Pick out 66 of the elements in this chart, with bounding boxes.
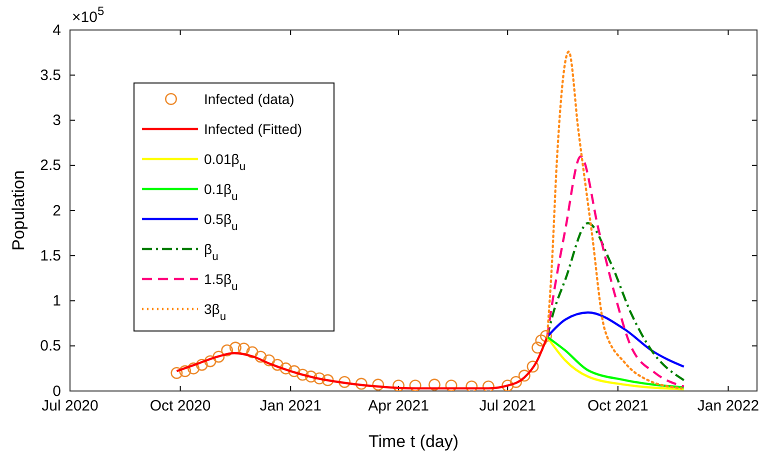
x-tick-label: Jul 2020	[42, 398, 98, 415]
point	[338, 376, 351, 388]
legend-label: 0.5β$_{u}$	[204, 211, 238, 233]
point	[526, 360, 539, 373]
x-tick-label: Jul 2021	[479, 398, 536, 415]
line-series	[546, 311, 685, 368]
line-series	[546, 155, 685, 388]
point	[510, 376, 522, 388]
line-series	[176, 336, 548, 390]
point	[304, 370, 317, 383]
x-tick-label: Jan 2021	[260, 398, 322, 415]
x-tick-label: Apr 2021	[368, 398, 429, 415]
point	[187, 362, 200, 374]
point	[196, 358, 208, 371]
y-tick-label: 1.5	[40, 247, 61, 264]
point	[445, 380, 458, 391]
legend-label: 3β$_{u}$	[204, 301, 226, 323]
legend-label: 0.01β$_{u}$	[204, 151, 246, 173]
x-tick-label: Oct 2021	[587, 398, 648, 415]
y-axis-title: Population	[9, 170, 28, 251]
legend-label: β$_{u}$	[204, 241, 218, 263]
point	[221, 344, 234, 356]
point	[428, 378, 440, 391]
point	[482, 380, 494, 391]
legend-label: 1.5β$_{u}$	[204, 271, 238, 293]
point	[280, 362, 292, 374]
point	[466, 380, 478, 391]
legend-label: Infected (Fitted)	[204, 121, 302, 137]
point	[313, 372, 326, 384]
point	[212, 350, 225, 363]
point	[179, 365, 192, 378]
point	[246, 346, 258, 358]
point	[372, 378, 384, 391]
point	[170, 366, 183, 379]
point	[263, 354, 276, 366]
x-axis-title: Time t (day)	[368, 432, 459, 451]
point	[322, 374, 334, 386]
y-tick-label: 3	[52, 112, 61, 130]
point	[238, 342, 250, 355]
y-tick-label: 2.5	[40, 157, 61, 174]
point	[229, 342, 242, 354]
point	[535, 334, 548, 346]
text: ×10$^{5}$	[72, 4, 104, 26]
x-tick-label: Jan 2022	[697, 398, 760, 415]
line-series	[546, 50, 683, 390]
line-series	[546, 222, 685, 382]
y-tick-label: 0	[52, 382, 61, 400]
point	[288, 365, 300, 378]
point	[518, 370, 530, 382]
y-tick-label: 2	[52, 202, 61, 220]
point	[355, 378, 368, 390]
y-tick-label: 3.5	[40, 66, 61, 84]
y-tick-label: 4	[52, 22, 61, 39]
point	[392, 380, 405, 391]
point	[296, 368, 309, 381]
point	[502, 380, 514, 391]
legend-label: 0.1β$_{u}$	[204, 181, 238, 203]
point	[409, 380, 422, 391]
y-tick-label: 1	[52, 292, 61, 310]
point	[271, 358, 284, 371]
y-tick-label: 0.5	[40, 338, 61, 355]
point	[254, 350, 267, 363]
legend-label: Infected (data)	[204, 91, 294, 107]
x-tick-label: Oct 2020	[150, 398, 211, 415]
point	[540, 330, 552, 342]
point	[204, 355, 216, 368]
